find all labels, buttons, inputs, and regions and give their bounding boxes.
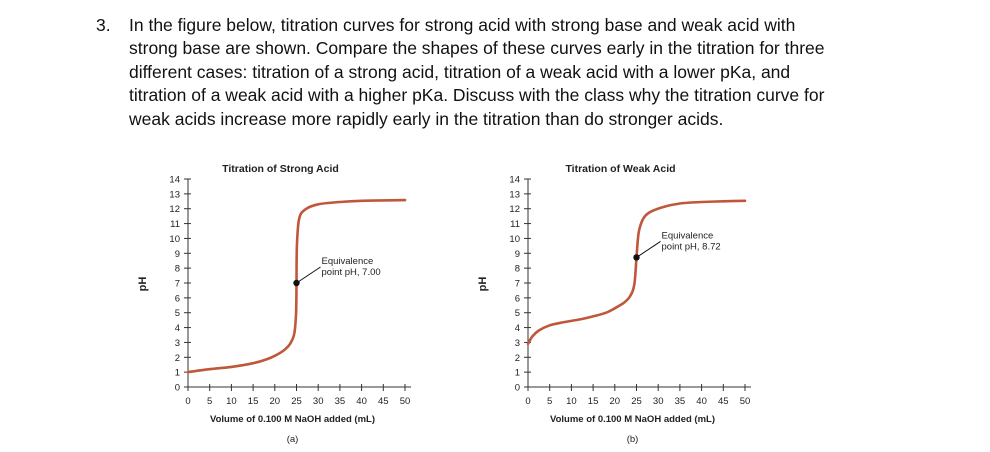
x-tick-label: 45 (718, 396, 729, 407)
question-line: different cases: titration of a strong a… (129, 61, 791, 82)
x-tick-label: 35 (675, 396, 686, 407)
y-tick-label: 9 (515, 249, 520, 260)
panel-label: (b) (627, 434, 639, 445)
y-axis-label: pH (477, 277, 489, 292)
x-tick-label: 10 (226, 396, 237, 407)
y-tick-label: 9 (175, 249, 180, 260)
x-tick-label: 25 (291, 396, 302, 407)
y-tick-label: 8 (175, 264, 180, 275)
equivalence-annotation: point pH, 8.72 (662, 241, 721, 252)
y-tick-label: 6 (175, 293, 180, 304)
titration-curve (526, 199, 747, 346)
x-tick-label: 20 (270, 396, 281, 407)
y-tick-label: 3 (175, 338, 180, 349)
x-tick-label: 15 (588, 396, 599, 407)
question-line: In the figure below, titration curves fo… (129, 15, 796, 35)
weak-acid-titration-chart: Titration of Weak AcidpH0123456789101112… (477, 163, 751, 445)
x-tick-label: 30 (313, 396, 324, 407)
y-tick-label: 12 (169, 204, 180, 215)
y-tick-label: 3 (515, 338, 520, 349)
y-axis-label: pH (137, 277, 149, 292)
question-number: 3. (96, 15, 111, 35)
y-tick-label: 7 (175, 279, 180, 290)
x-tick-label: 45 (378, 396, 389, 407)
equivalence-pointer-line (636, 241, 661, 258)
equivalence-annotation: Equivalence (322, 256, 374, 267)
x-tick-label: 5 (207, 396, 212, 407)
x-tick-label: 5 (547, 396, 552, 407)
y-tick-label: 2 (515, 353, 520, 364)
y-tick-label: 2 (175, 353, 180, 364)
y-tick-label: 13 (509, 189, 520, 200)
y-tick-label: 1 (515, 368, 520, 379)
y-tick-label: 7 (515, 279, 520, 290)
x-axis-label: Volume of 0.100 M NaOH added (mL) (550, 414, 715, 425)
y-tick-label: 6 (515, 293, 520, 304)
y-tick-label: 5 (515, 308, 520, 319)
strong-acid-titration-chart: Titration of Strong AcidpH01234567891011… (137, 163, 411, 445)
chart-title: Titration of Strong Acid (222, 163, 339, 175)
x-tick-label: 40 (696, 396, 707, 407)
x-tick-label: 30 (653, 396, 664, 407)
equivalence-pointer-line (296, 266, 321, 284)
equivalence-annotation: Equivalence (662, 230, 714, 241)
x-tick-label: 35 (335, 396, 346, 407)
y-tick-label: 5 (175, 308, 180, 319)
x-tick-label: 15 (248, 396, 259, 407)
y-tick-label: 4 (175, 323, 180, 334)
x-tick-label: 0 (185, 396, 190, 407)
x-tick-label: 25 (631, 396, 642, 407)
question-line: titration of a weak acid with a higher p… (129, 85, 825, 106)
equivalence-point-marker (293, 279, 300, 287)
question-line: weak acids increase more rapidly early i… (129, 108, 724, 129)
y-tick-label: 1 (175, 368, 180, 379)
y-tick-label: 14 (509, 175, 520, 186)
y-tick-label: 11 (170, 219, 180, 230)
equivalence-point-marker (633, 254, 640, 261)
x-axis-label: Volume of 0.100 M NaOH added (mL) (210, 414, 375, 425)
chart-title: Titration of Weak Acid (565, 163, 675, 175)
titration-curve (186, 198, 407, 374)
x-tick-label: 0 (525, 396, 530, 407)
question-text: In the figure below, titration curves fo… (129, 14, 949, 131)
equivalence-annotation: point pH, 7.00 (322, 267, 381, 278)
y-tick-label: 10 (509, 234, 520, 245)
y-tick-label: 0 (515, 383, 520, 394)
y-tick-label: 4 (515, 323, 520, 334)
y-tick-label: 10 (169, 234, 180, 245)
y-tick-label: 11 (510, 219, 520, 230)
x-tick-label: 40 (356, 396, 367, 407)
y-tick-label: 8 (515, 264, 520, 275)
panel-label: (a) (287, 434, 299, 445)
x-tick-label: 10 (566, 396, 577, 407)
y-tick-label: 12 (509, 204, 520, 215)
question-line: strong base are shown. Compare the shape… (129, 38, 825, 59)
y-tick-label: 13 (169, 189, 180, 200)
y-tick-label: 0 (175, 383, 180, 394)
x-tick-label: 50 (740, 396, 751, 407)
y-tick-label: 14 (169, 175, 180, 186)
x-tick-label: 50 (400, 396, 411, 407)
x-tick-label: 20 (610, 396, 621, 407)
